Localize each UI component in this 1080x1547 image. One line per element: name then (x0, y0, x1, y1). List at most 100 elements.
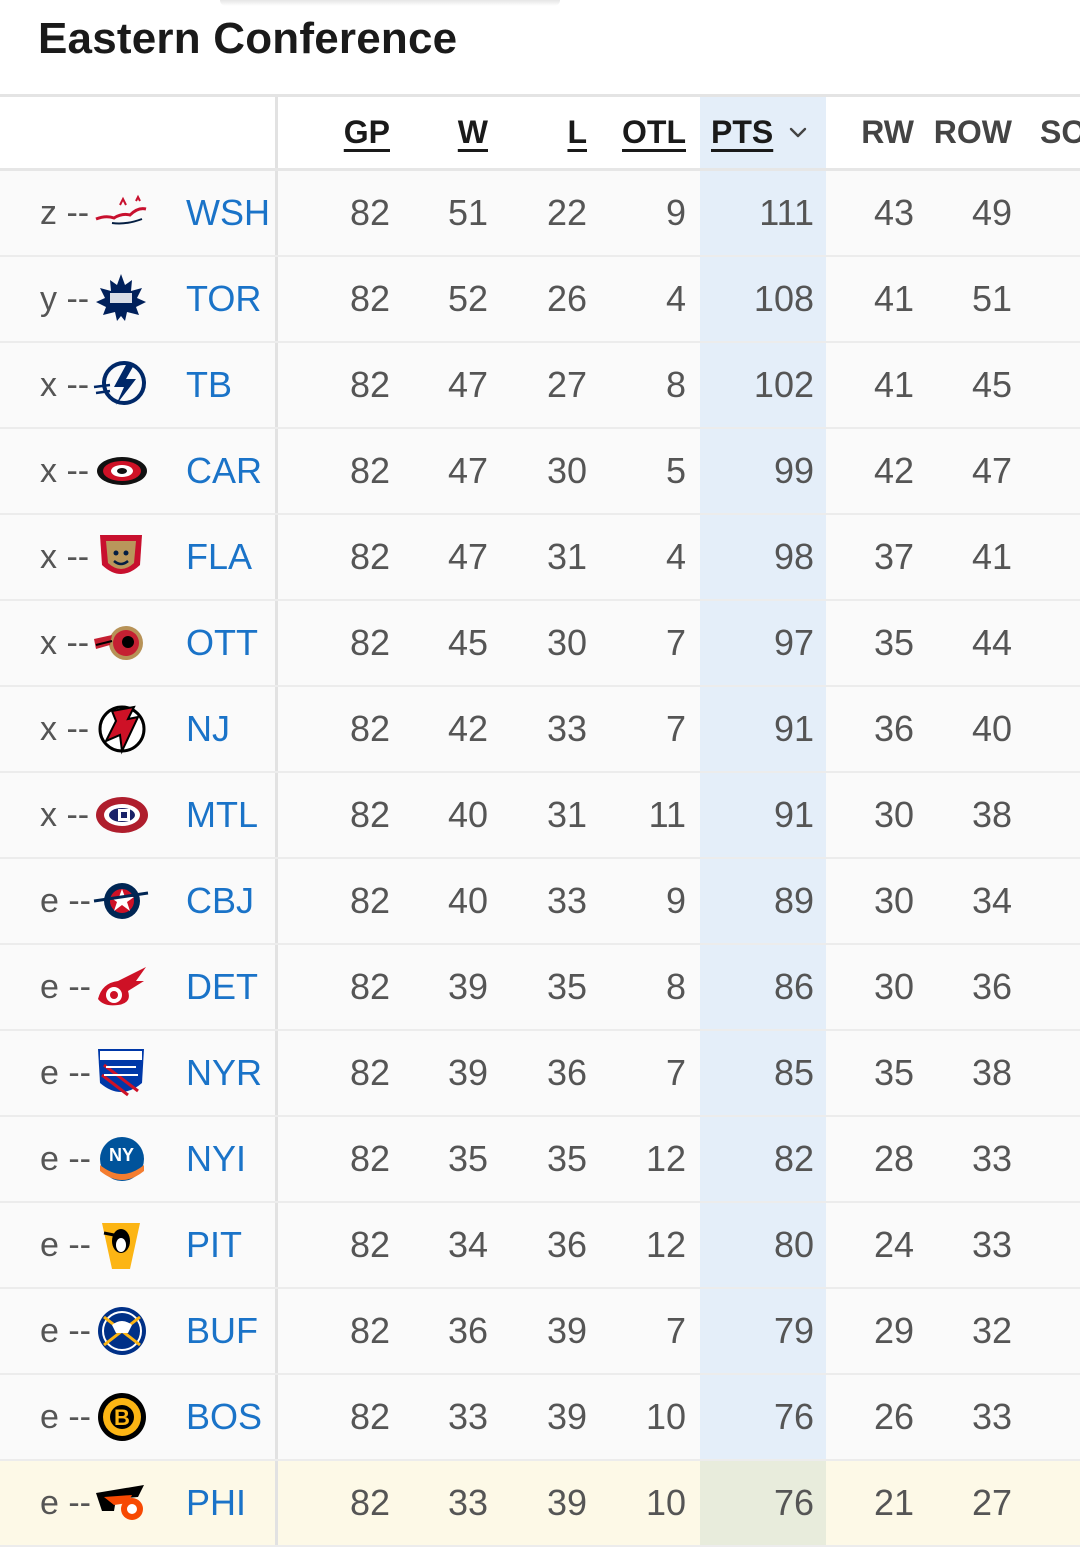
table-row[interactable]: x -- MTL 82 40 31 11 91 30 38 (0, 773, 1080, 859)
stat-row: 38 (971, 1052, 1012, 1093)
bruins-logo[interactable]: B (92, 1389, 150, 1445)
team-abbr-link[interactable]: NYI (186, 1138, 247, 1179)
svg-text:B: B (114, 1405, 130, 1430)
table-row[interactable]: e -- B BOS 82 33 39 10 76 26 33 (0, 1375, 1080, 1461)
table-row[interactable]: x -- TB 82 47 27 8 102 41 45 (0, 343, 1080, 429)
team-abbr-link[interactable]: BUF (186, 1310, 258, 1351)
team-abbr-link[interactable]: CAR (186, 450, 263, 491)
islanders-logo[interactable]: NY (92, 1131, 150, 1187)
clinch-indicator: y -- (40, 279, 90, 318)
column-header-l[interactable]: L (567, 114, 587, 150)
stat-l: 31 (546, 536, 587, 577)
team-abbr-link[interactable]: MTL (186, 794, 258, 835)
stat-otl: 4 (665, 278, 686, 319)
column-header-rw[interactable]: RW (861, 114, 914, 150)
column-header-pts[interactable]: PTS (711, 114, 774, 150)
table-row[interactable]: e -- PIT 82 34 36 12 80 24 33 (0, 1203, 1080, 1289)
table-row[interactable]: x -- OTT 82 45 30 7 97 35 44 (0, 601, 1080, 687)
clinch-indicator: e -- (40, 1311, 91, 1350)
team-column-divider (275, 1289, 278, 1373)
stat-pts: 111 (759, 192, 814, 233)
stat-gp: 82 (349, 278, 390, 319)
chevron-down-icon[interactable] (789, 127, 807, 139)
stat-pts: 79 (773, 1310, 814, 1351)
stat-rw: 41 (873, 364, 914, 405)
column-header-so[interactable]: SO (1040, 114, 1080, 150)
devils-logo[interactable] (92, 701, 150, 757)
table-row[interactable]: x -- NJ 82 42 33 7 91 36 40 (0, 687, 1080, 773)
stat-l: 36 (546, 1052, 587, 1093)
red-wings-logo[interactable] (92, 959, 150, 1015)
stat-row: 34 (971, 880, 1012, 921)
stat-l: 35 (546, 1138, 587, 1179)
pts-column-highlight (700, 257, 826, 341)
capitals-logo[interactable] (92, 185, 150, 241)
team-abbr-link[interactable]: OTT (186, 622, 258, 663)
stat-pts: 97 (773, 622, 814, 663)
canadiens-logo[interactable] (92, 787, 150, 843)
stat-rw: 36 (873, 708, 914, 749)
table-row[interactable]: e -- NYR 82 39 36 7 85 35 38 (0, 1031, 1080, 1117)
team-abbr-link[interactable]: FLA (186, 536, 253, 577)
stat-pts: 91 (773, 794, 814, 835)
penguins-logo[interactable] (92, 1217, 150, 1273)
stat-l: 39 (546, 1482, 587, 1523)
table-row[interactable]: e -- CBJ 82 40 33 9 89 30 34 (0, 859, 1080, 945)
column-header-pts-sort[interactable]: PTS (711, 97, 807, 168)
maple-leafs-logo[interactable] (92, 271, 150, 327)
table-row[interactable]: e -- BUF 82 36 39 7 79 29 32 (0, 1289, 1080, 1375)
table-row[interactable]: y -- TOR 82 52 26 4 108 41 51 (0, 257, 1080, 343)
pts-column-highlight (700, 773, 826, 857)
flyers-logo[interactable] (92, 1475, 150, 1531)
stat-w: 36 (447, 1310, 488, 1351)
panthers-logo[interactable] (92, 529, 150, 585)
stat-otl: 9 (665, 192, 686, 233)
sabres-logo[interactable] (92, 1303, 150, 1359)
lightning-logo[interactable] (92, 357, 150, 413)
column-header-row[interactable]: ROW (933, 114, 1012, 150)
team-column-divider (275, 257, 278, 341)
stat-gp: 82 (349, 966, 390, 1007)
stat-row: 45 (971, 364, 1012, 405)
team-abbr-link[interactable]: WSH (186, 192, 270, 233)
column-header-w[interactable]: W (457, 114, 488, 150)
table-row[interactable]: e -- DET 82 39 35 8 86 30 36 (0, 945, 1080, 1031)
stat-w: 47 (447, 450, 488, 491)
stat-row: 40 (971, 708, 1012, 749)
stat-l: 30 (546, 450, 587, 491)
table-row[interactable]: x -- CAR 82 47 30 5 99 42 47 (0, 429, 1080, 515)
team-abbr-link[interactable]: CBJ (186, 880, 255, 921)
team-abbr-link[interactable]: BOS (186, 1396, 263, 1437)
stat-otl: 10 (645, 1396, 686, 1437)
clinch-indicator: x -- (40, 365, 90, 404)
pts-column-highlight (700, 343, 826, 427)
pts-column-highlight (700, 97, 826, 168)
blue-jackets-logo[interactable] (92, 873, 150, 929)
clinch-indicator: e -- (40, 1397, 91, 1436)
senators-logo[interactable] (92, 615, 150, 671)
table-row[interactable]: z -- WSH 82 51 22 9 111 43 49 (0, 171, 1080, 257)
team-abbr-link[interactable]: TB (186, 364, 233, 405)
clinch-indicator: x -- (40, 537, 90, 576)
stat-gp: 82 (349, 1482, 390, 1523)
team-abbr-link[interactable]: DET (186, 966, 258, 1007)
stat-otl: 12 (645, 1224, 686, 1265)
table-row[interactable]: e -- NY NYI 82 35 35 12 82 28 33 (0, 1117, 1080, 1203)
table-header-row: GP W L OTL PTS RW ROW SO (0, 97, 1080, 171)
team-abbr-link[interactable]: NYR (186, 1052, 263, 1093)
stat-otl: 7 (665, 1310, 686, 1351)
team-abbr-link[interactable]: PIT (186, 1224, 243, 1265)
standings-body: z -- WSH 82 51 22 9 111 43 49 y -- TOR 82 52 26 4 108 41… (0, 171, 1080, 1547)
table-row[interactable]: x -- FLA 82 47 31 4 98 37 41 (0, 515, 1080, 601)
column-header-otl[interactable]: OTL (622, 114, 686, 150)
column-header-gp[interactable]: GP (343, 114, 390, 150)
stat-rw: 43 (873, 192, 914, 233)
rangers-logo[interactable] (92, 1045, 150, 1101)
table-row[interactable]: e -- PHI 82 33 39 10 76 21 27 (0, 1461, 1080, 1547)
team-abbr-link[interactable]: NJ (186, 708, 230, 749)
team-abbr-link[interactable]: TOR (186, 278, 262, 319)
hurricanes-logo[interactable] (92, 443, 150, 499)
clinch-indicator: e -- (40, 967, 91, 1006)
team-abbr-link[interactable]: PHI (186, 1482, 247, 1523)
stat-pts: 108 (753, 278, 814, 319)
